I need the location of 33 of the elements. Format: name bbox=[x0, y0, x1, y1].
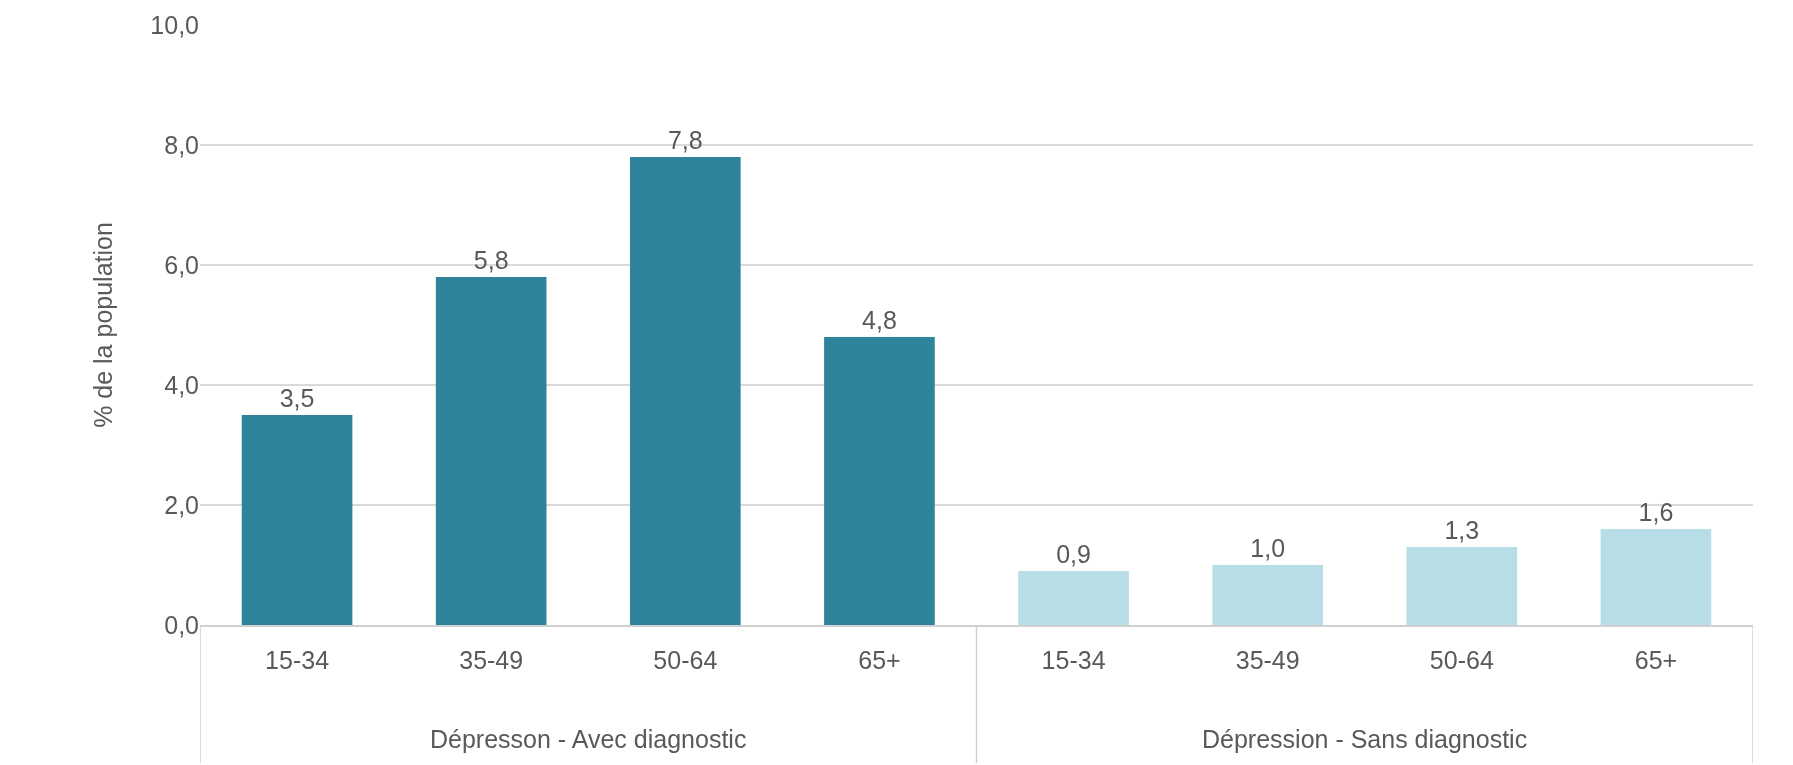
x-tick-label: 15-34 bbox=[265, 645, 330, 674]
x-tick-label: 35-49 bbox=[459, 645, 524, 674]
x-tick-label: 65+ bbox=[858, 645, 901, 674]
data-label: 1,0 bbox=[1250, 534, 1286, 562]
bar bbox=[1018, 571, 1129, 625]
bar bbox=[1600, 529, 1712, 625]
x-tick-label: 50-64 bbox=[1429, 645, 1494, 674]
y-tick-label: 2,0 bbox=[164, 490, 199, 519]
data-label: 5,8 bbox=[473, 246, 509, 274]
y-tick-label: 10,0 bbox=[150, 10, 199, 39]
x-tick-label: 35-49 bbox=[1235, 645, 1300, 674]
bar bbox=[1212, 565, 1324, 625]
bar bbox=[824, 337, 935, 625]
data-label: 1,3 bbox=[1444, 516, 1480, 544]
y-tick-label: 6,0 bbox=[164, 250, 199, 279]
y-tick-label: 8,0 bbox=[164, 130, 199, 159]
text: Dépresson - Avec diagnostic bbox=[430, 725, 747, 753]
y-tick-label: 0,0 bbox=[164, 610, 199, 639]
bar bbox=[435, 277, 547, 625]
y-axis-title: % de la population bbox=[89, 222, 118, 428]
data-label: 1,6 bbox=[1638, 498, 1674, 526]
x-tick-label: 65+ bbox=[1634, 645, 1678, 674]
bar bbox=[1406, 547, 1518, 625]
bar bbox=[241, 415, 353, 625]
bar bbox=[629, 157, 741, 625]
y-tick-label: 4,0 bbox=[164, 370, 199, 399]
data-label: 3,5 bbox=[279, 384, 315, 412]
x-tick-label: 15-34 bbox=[1041, 645, 1106, 674]
data-label: 4,8 bbox=[862, 306, 897, 334]
data-label: 7,8 bbox=[667, 126, 703, 154]
data-label: 0,9 bbox=[1056, 540, 1091, 568]
text: Dépression - Sans diagnostic bbox=[1202, 725, 1528, 753]
x-tick-label: 50-64 bbox=[653, 645, 718, 674]
